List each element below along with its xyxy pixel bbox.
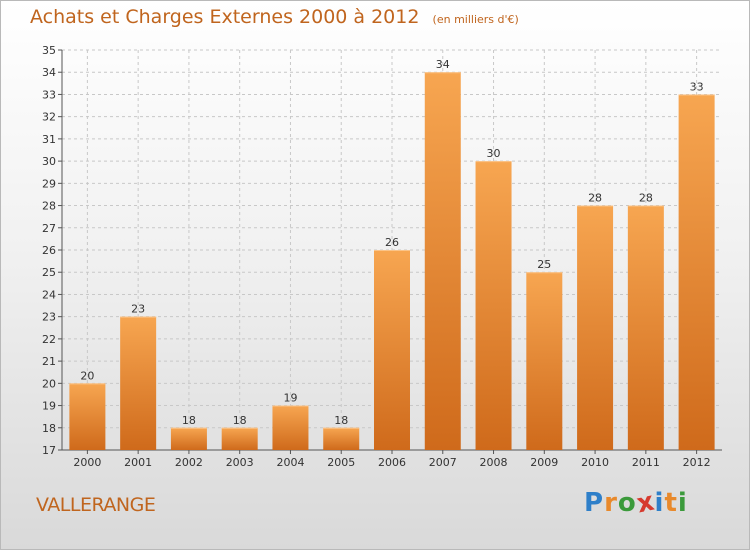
bar xyxy=(374,250,410,450)
bar xyxy=(272,405,309,450)
x-tick-label: 2006 xyxy=(378,456,406,469)
x-tick-label: 2004 xyxy=(276,456,304,469)
bar-value-label: 30 xyxy=(487,147,501,160)
y-tick-label: 23 xyxy=(42,311,56,324)
y-tick-label: 32 xyxy=(42,111,56,124)
bar-value-label: 25 xyxy=(537,258,551,271)
y-tick-label: 25 xyxy=(42,266,56,279)
bar xyxy=(678,94,715,450)
y-tick-label: 21 xyxy=(42,355,56,368)
y-tick-label: 33 xyxy=(42,88,56,101)
x-tick-label: 2012 xyxy=(683,456,711,469)
x-tick-label: 2003 xyxy=(226,456,254,469)
bar xyxy=(120,316,157,450)
x-tick-label: 2001 xyxy=(124,456,152,469)
x-tick-label: 2009 xyxy=(530,456,558,469)
logo-letter: P xyxy=(584,488,605,518)
y-tick-label: 30 xyxy=(42,155,56,168)
bar xyxy=(170,427,207,450)
bar-value-label: 18 xyxy=(182,414,196,427)
bar-value-label: 28 xyxy=(639,192,653,205)
y-tick-label: 24 xyxy=(42,288,56,301)
y-tick-label: 26 xyxy=(42,244,56,257)
y-tick-label: 29 xyxy=(42,177,56,190)
bar-value-label: 18 xyxy=(334,414,348,427)
y-tick-label: 35 xyxy=(42,44,56,57)
place-name: VALLERANGE xyxy=(36,494,156,516)
x-tick-label: 2008 xyxy=(480,456,508,469)
y-tick-label: 28 xyxy=(42,200,56,213)
bar xyxy=(526,272,563,450)
chart-title-text: Achats et Charges Externes 2000 à 2012 xyxy=(30,6,420,28)
y-tick-label: 18 xyxy=(42,422,56,435)
x-tick-label: 2011 xyxy=(632,456,660,469)
bars xyxy=(69,72,715,450)
x-tick-label: 2000 xyxy=(73,456,101,469)
bar xyxy=(69,383,106,450)
y-tick-label: 34 xyxy=(42,66,56,79)
logo-letter: t xyxy=(664,488,678,518)
bar xyxy=(221,427,258,450)
bar-value-label: 23 xyxy=(131,303,145,316)
proxiti-logo[interactable]: Proxiti xyxy=(584,486,688,519)
bar xyxy=(577,205,614,450)
chart-unit: (en milliers d'€) xyxy=(432,13,519,26)
bar-value-label: 28 xyxy=(588,192,602,205)
logo-letter: i xyxy=(654,488,665,518)
bar xyxy=(323,427,360,450)
x-tick-label: 2007 xyxy=(429,456,457,469)
y-tick-label: 20 xyxy=(42,377,56,390)
y-tick-label: 17 xyxy=(42,444,56,457)
bar-value-label: 20 xyxy=(80,369,94,382)
bar-value-label: 18 xyxy=(233,414,247,427)
labels: 20 2000 23 2001 18 2002 18 2003 19 2004 18 2005 26 20… xyxy=(73,58,710,469)
x-tick-label: 2010 xyxy=(581,456,609,469)
y-tick-label: 22 xyxy=(42,333,56,346)
x-tick-label: 2002 xyxy=(175,456,203,469)
logo-letter: i xyxy=(677,488,688,518)
bar-value-label: 26 xyxy=(385,236,399,249)
chart-title: Achats et Charges Externes 2000 à 2012 (… xyxy=(30,6,519,28)
logo-letter: o xyxy=(617,488,637,518)
bar-value-label: 34 xyxy=(436,58,450,71)
bar xyxy=(627,205,664,450)
y-tick-label: 19 xyxy=(42,400,56,413)
y-tick-label: 27 xyxy=(42,222,56,235)
bar xyxy=(424,72,461,450)
bar xyxy=(475,161,512,450)
x-tick-label: 2005 xyxy=(327,456,355,469)
y-tick-label: 31 xyxy=(42,133,56,146)
bar-value-label: 33 xyxy=(690,80,704,93)
bar-value-label: 19 xyxy=(283,392,297,405)
logo-letter: r xyxy=(604,488,618,518)
